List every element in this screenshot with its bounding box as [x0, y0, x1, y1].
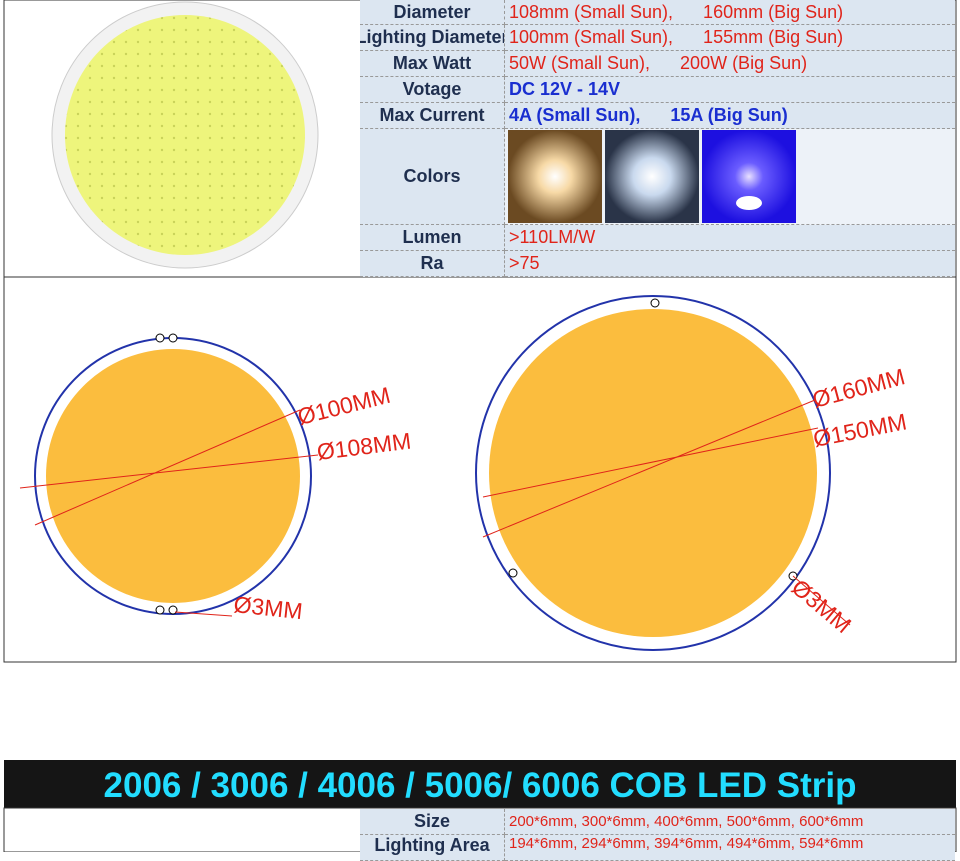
dimension-line	[174, 611, 233, 617]
value: 100mm (Small Sun), 155mm (Big Sun)	[505, 25, 955, 51]
dimension-line	[792, 575, 851, 626]
hole	[168, 605, 178, 615]
label: Size	[360, 809, 505, 835]
value: 108mm (Small Sun), 160mm (Big Sun)	[505, 0, 955, 25]
banner-title: 2006 / 3006 / 4006 / 5006/ 6006 COB LED …	[104, 766, 857, 805]
banner	[4, 760, 956, 808]
value: >110LM/W	[505, 225, 955, 251]
value: >75	[505, 251, 955, 277]
value: DC 12V - 14V	[505, 77, 955, 103]
label: Votage	[360, 77, 505, 103]
small-face	[46, 349, 300, 603]
value: 200*6mm, 300*6mm, 400*6mm, 500*6mm, 600*…	[505, 809, 955, 835]
hole	[168, 333, 178, 343]
value: 194*6mm, 294*6mm, 394*6mm, 494*6mm, 594*…	[505, 835, 955, 861]
blue-swatch-spot	[736, 196, 762, 210]
warm-swatch	[508, 130, 602, 223]
label: Max Current	[360, 103, 505, 129]
hole	[650, 298, 660, 308]
cold-swatch	[605, 130, 699, 223]
label: Lumen	[360, 225, 505, 251]
label: Lighting Area	[360, 835, 505, 861]
led-dots	[65, 15, 305, 255]
label: Diameter	[360, 0, 505, 25]
label: Max Watt	[360, 51, 505, 77]
hole	[155, 605, 165, 615]
dimension-line	[19, 454, 319, 489]
dimension-line	[482, 427, 819, 498]
dimension-line	[482, 399, 816, 538]
label: Lighting Diameter	[360, 25, 505, 51]
value: 4A (Small Sun), 15A (Big Sun)	[505, 103, 955, 129]
hole	[155, 333, 165, 343]
label: Colors	[360, 129, 505, 225]
big-face	[489, 309, 817, 637]
value: 50W (Small Sun), 200W (Big Sun)	[505, 51, 955, 77]
label: Ra	[360, 251, 505, 277]
hole	[508, 568, 518, 578]
dimension-line	[34, 409, 301, 526]
